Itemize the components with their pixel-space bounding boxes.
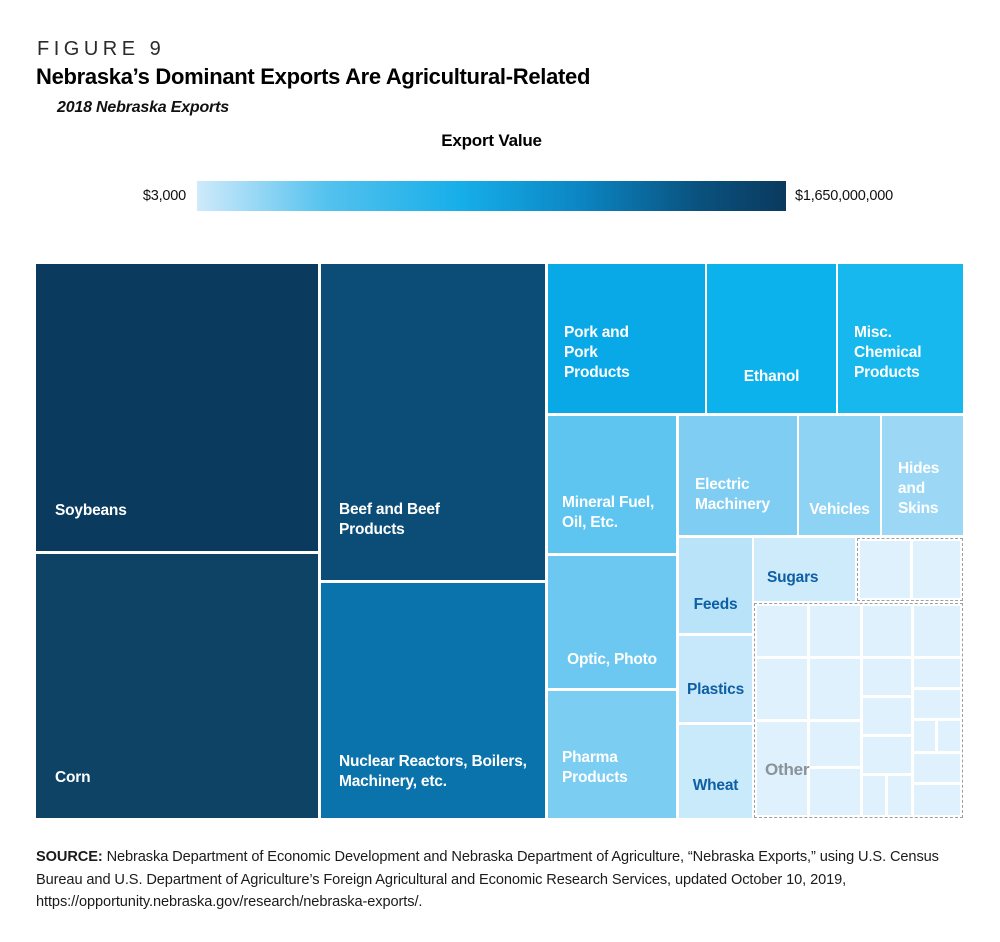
source-note: SOURCE: Nebraska Department of Economic … — [36, 846, 968, 914]
treemap-cell-label-electric-machinery: Electric Machinery — [695, 475, 770, 513]
treemap-cell-label-plastics: Plastics — [687, 680, 744, 698]
figure-subtitle: 2018 Nebraska Exports — [57, 99, 229, 116]
figure-number: FIGURE 9 — [37, 38, 166, 60]
other-group-tile[interactable] — [757, 659, 807, 719]
treemap-cell-electric-machinery[interactable]: Electric Machinery — [679, 416, 797, 535]
treemap-cell-corn[interactable]: Corn — [36, 554, 318, 818]
other-group-tile[interactable] — [913, 541, 960, 598]
other-group-tile[interactable] — [914, 754, 960, 782]
other-group-tile[interactable] — [914, 690, 960, 718]
treemap-cell-misc-chemical[interactable]: Misc. Chemical Products — [838, 264, 963, 413]
treemap-cell-soybeans[interactable]: Soybeans — [36, 264, 318, 551]
other-group-border-1 — [754, 603, 963, 818]
other-group-tile[interactable] — [863, 698, 911, 734]
treemap-cell-optic-photo[interactable]: Optic, Photo — [548, 556, 676, 688]
treemap-cell-label-vehicles: Vehicles — [809, 500, 870, 518]
figure-title: Nebraska’s Dominant Exports Are Agricult… — [36, 64, 591, 89]
treemap-cell-label-pharma: Pharma Products — [562, 748, 628, 786]
treemap-cell-wheat[interactable]: Wheat — [679, 725, 752, 818]
other-group-tile[interactable] — [810, 769, 860, 815]
treemap-cell-pork[interactable]: Pork and Pork Products — [548, 264, 705, 413]
other-group-tile[interactable] — [810, 606, 860, 656]
other-group-tile[interactable] — [914, 785, 960, 815]
other-group-tile[interactable] — [914, 659, 960, 687]
treemap-cell-vehicles[interactable]: Vehicles — [799, 416, 880, 535]
other-group-tile[interactable] — [888, 776, 911, 815]
legend-max-label: $1,650,000,000 — [795, 188, 893, 204]
other-group-tile[interactable] — [914, 721, 935, 751]
treemap-cell-label-mineral-fuel: Mineral Fuel, Oil, Etc. — [562, 493, 655, 531]
treemap-cell-label-sugars: Sugars — [767, 568, 819, 586]
other-group-tile[interactable] — [757, 606, 807, 656]
legend-gradient-bar — [197, 181, 786, 211]
other-group-tile[interactable] — [863, 776, 885, 815]
treemap-cell-mineral-fuel[interactable]: Mineral Fuel, Oil, Etc. — [548, 416, 676, 553]
other-group-tile[interactable] — [810, 659, 860, 719]
treemap-cell-label-ethanol: Ethanol — [743, 367, 800, 385]
treemap-cell-label-corn: Corn — [55, 768, 91, 786]
other-group-tile[interactable] — [810, 722, 860, 766]
treemap-cell-pharma[interactable]: Pharma Products — [548, 691, 676, 818]
treemap-cell-label-nuclear: Nuclear Reactors, Boilers, Machinery, et… — [339, 752, 527, 790]
other-group-tile[interactable] — [938, 721, 960, 751]
treemap-cell-hides-skins[interactable]: Hides and Skins — [882, 416, 963, 535]
other-group-tile[interactable] — [863, 659, 911, 695]
legend-title: Export Value — [441, 131, 542, 150]
other-group-tile[interactable] — [914, 606, 960, 656]
treemap-cell-label-other: Other — [765, 760, 810, 779]
treemap-cell-label-soybeans: Soybeans — [55, 501, 127, 519]
other-group-border-0 — [857, 538, 963, 601]
treemap-cell-feeds[interactable]: Feeds — [679, 538, 752, 633]
source-text: Nebraska Department of Economic Developm… — [36, 849, 939, 911]
other-group-tile[interactable] — [863, 737, 911, 773]
other-group-tile[interactable] — [757, 722, 807, 815]
treemap-cell-sugars[interactable]: Sugars — [754, 538, 855, 601]
treemap-cell-beef[interactable]: Beef and Beef Products — [321, 264, 545, 580]
treemap-cell-label-beef: Beef and Beef Products — [339, 500, 440, 538]
legend-min-label: $3,000 — [142, 188, 186, 204]
treemap-cell-label-optic-photo: Optic, Photo — [567, 650, 657, 668]
treemap-cell-label-wheat: Wheat — [692, 776, 739, 794]
treemap-cell-label-feeds: Feeds — [693, 595, 738, 613]
treemap-cell-nuclear[interactable]: Nuclear Reactors, Boilers, Machinery, et… — [321, 583, 545, 818]
treemap-cell-label-hides-skins: Hides and Skins — [898, 459, 940, 517]
treemap-cell-label-pork: Pork and Pork Products — [564, 323, 630, 381]
other-group-tile[interactable] — [863, 606, 911, 656]
treemap: Soybeans Corn Beef and Beef Products Nuclea… — [36, 264, 963, 818]
treemap-cell-ethanol[interactable]: Ethanol — [707, 264, 836, 413]
other-group-tile[interactable] — [860, 541, 910, 598]
treemap-cell-label-misc-chemical: Misc. Chemical Products — [854, 323, 922, 381]
source-prefix: SOURCE: — [36, 849, 103, 865]
treemap-cell-plastics[interactable]: Plastics — [679, 636, 752, 722]
